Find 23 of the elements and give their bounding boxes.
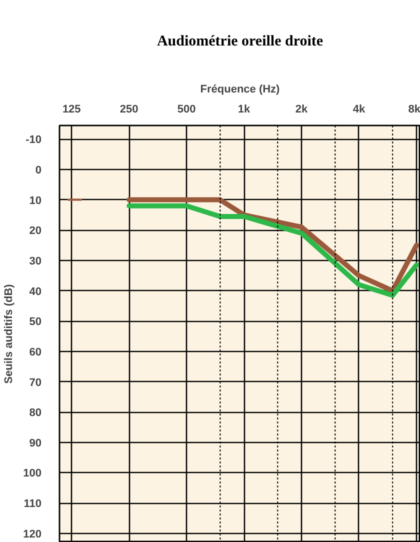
chart-title: Audiométrie oreille droite [156, 34, 324, 50]
y-tick-label: 0 [35, 164, 42, 176]
x-tick-label: 2k [295, 104, 309, 116]
x-tick-label: 4k [352, 104, 366, 116]
x-axis-title: Fréquence (Hz) [200, 84, 280, 96]
x-tick-label: 125 [62, 104, 81, 116]
y-tick-label: 40 [29, 286, 42, 298]
y-tick-label: 20 [29, 225, 42, 238]
y-tick-label: 30 [29, 255, 42, 268]
y-tick-label: 10 [29, 194, 42, 207]
y-axis-title: Seuils auditifs (dB) [3, 284, 16, 384]
y-tick-label: 50 [29, 316, 42, 328]
x-tick-label: 500 [177, 104, 196, 116]
y-tick-label: 60 [29, 346, 42, 358]
y-tick-label: 120 [23, 528, 42, 540]
y-tick-label: 70 [29, 376, 42, 389]
y-tick-label: 110 [24, 498, 42, 510]
x-tick-label: 1k [238, 104, 252, 116]
y-tick-label: -10 [26, 134, 42, 146]
y-tick-label: 80 [29, 407, 42, 420]
y-tick-label: 100 [23, 468, 42, 480]
y-tick-label: 90 [29, 437, 42, 450]
x-tick-label: 250 [120, 104, 138, 116]
